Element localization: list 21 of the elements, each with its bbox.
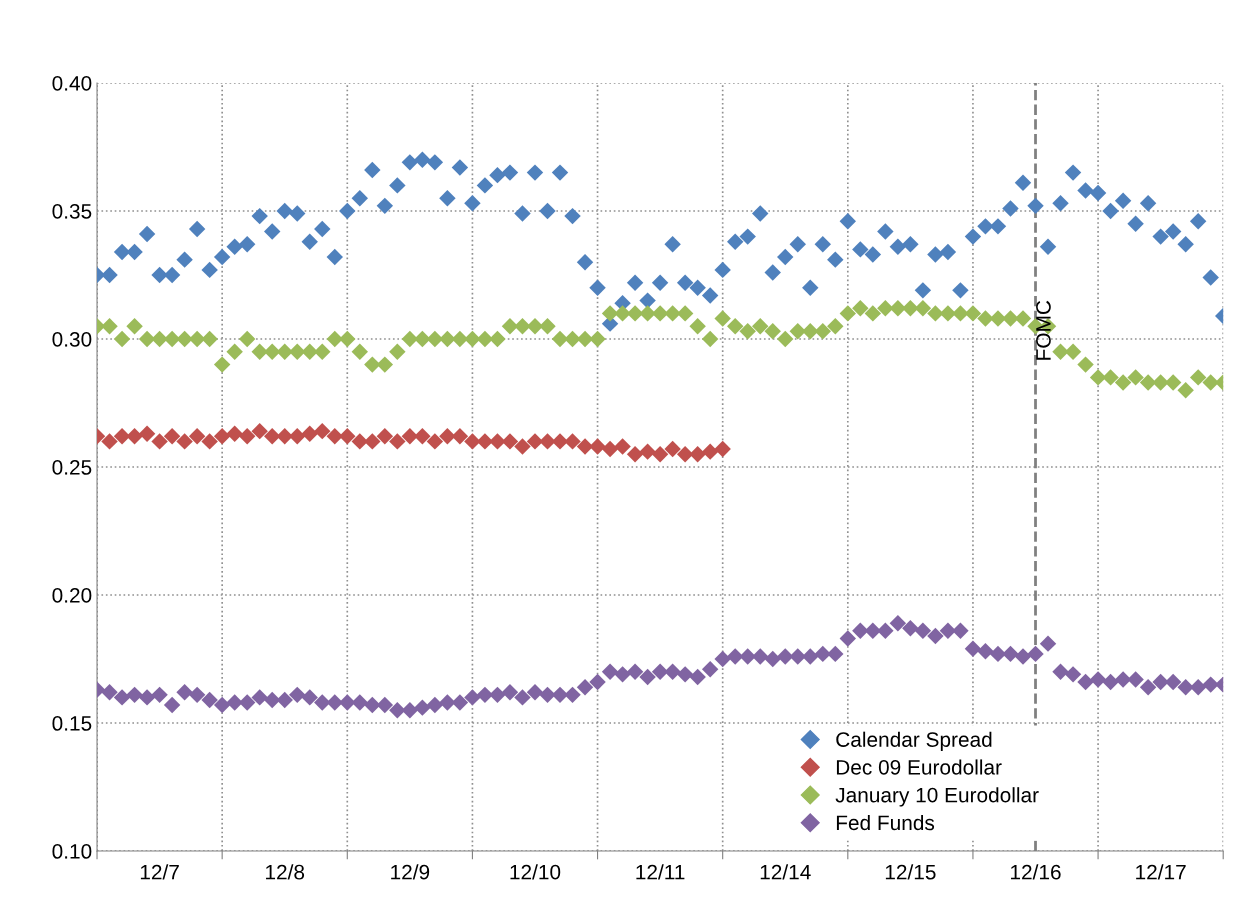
legend-label: January 10 Eurodollar [835, 787, 1039, 807]
legend-label: Dec 09 Eurodollar [836, 759, 1002, 775]
x-tick-label: 12/15 [885, 864, 936, 880]
x-tick-label: 12/14 [760, 864, 811, 880]
legend-label: Fed Funds [836, 814, 935, 831]
y-tick-label: 0.25 [52, 460, 92, 475]
y-tick-label: 0.15 [52, 716, 92, 731]
x-tick-label: 12/17 [1136, 864, 1186, 880]
x-tick-label: 12/16 [1011, 864, 1061, 880]
x-tick-label: 12/11 [636, 864, 685, 880]
x-tick-label: 12/10 [510, 864, 561, 880]
y-tick-label: 0.20 [52, 588, 92, 603]
x-tick-label: 12/9 [391, 864, 430, 880]
x-tick-label: 12/7 [140, 864, 179, 880]
y-tick-label: 0.10 [52, 844, 92, 859]
ref-line-label: FOMC [1036, 300, 1051, 360]
y-tick-label: 0.40 [52, 75, 92, 91]
y-tick-label: 0.30 [52, 332, 92, 347]
legend-label: Calendar Spread [836, 731, 992, 752]
x-tick-label: 12/8 [266, 864, 305, 880]
y-tick-label: 0.35 [52, 204, 92, 219]
